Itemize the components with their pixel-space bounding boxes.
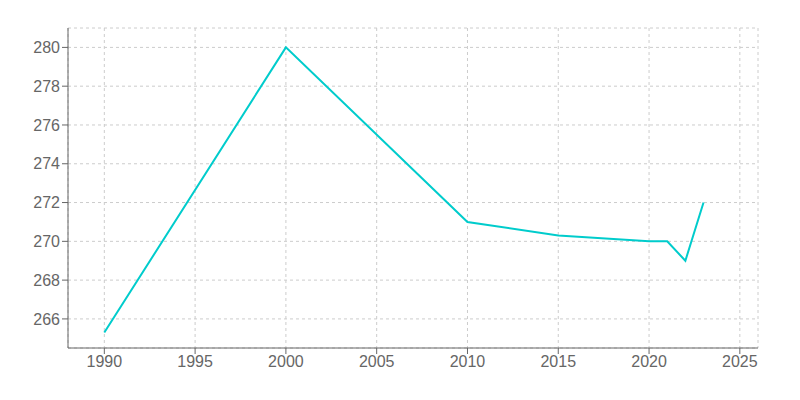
svg-text:270: 270 <box>33 233 60 250</box>
svg-text:274: 274 <box>33 155 60 172</box>
svg-text:2000: 2000 <box>268 353 304 370</box>
svg-text:2010: 2010 <box>450 353 486 370</box>
svg-text:280: 280 <box>33 39 60 56</box>
svg-text:276: 276 <box>33 117 60 134</box>
svg-text:266: 266 <box>33 311 60 328</box>
svg-text:268: 268 <box>33 272 60 289</box>
svg-text:278: 278 <box>33 78 60 95</box>
svg-text:2015: 2015 <box>540 353 576 370</box>
svg-text:1990: 1990 <box>87 353 123 370</box>
svg-text:1995: 1995 <box>177 353 213 370</box>
svg-text:2020: 2020 <box>631 353 667 370</box>
svg-text:2005: 2005 <box>359 353 395 370</box>
svg-text:272: 272 <box>33 194 60 211</box>
svg-text:2025: 2025 <box>722 353 758 370</box>
